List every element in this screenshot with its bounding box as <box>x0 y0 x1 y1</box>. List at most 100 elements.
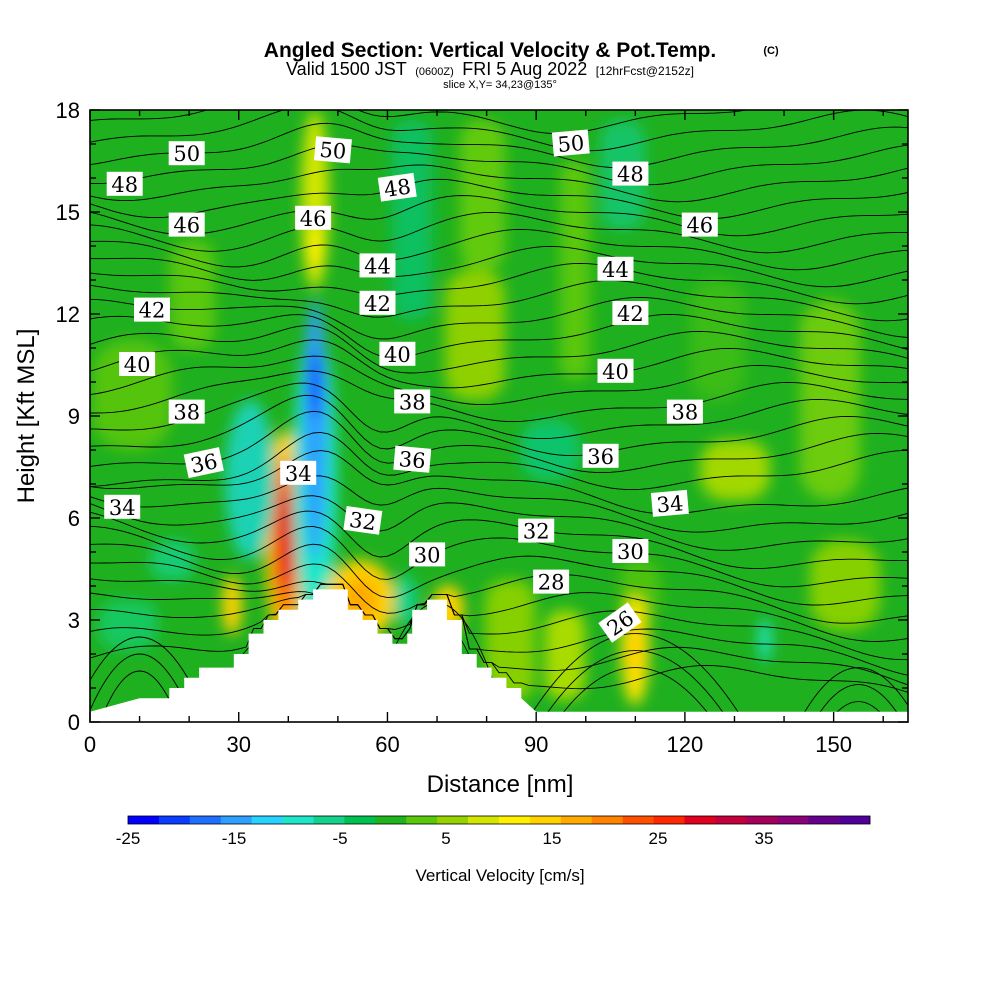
field-patch <box>393 575 417 625</box>
contour-label-text: 48 <box>111 173 138 197</box>
x-tick-label: 90 <box>524 732 548 757</box>
isentrope-lines <box>90 110 908 722</box>
colorbar-swatch <box>808 816 840 824</box>
field-patch <box>690 280 745 400</box>
isentrope-line <box>90 583 908 693</box>
contour-label-box <box>106 171 143 196</box>
contour-label-text: 50 <box>173 142 200 166</box>
isentrope-line <box>90 382 908 440</box>
isentrope-line <box>90 110 749 135</box>
terrain <box>90 589 908 722</box>
colorbar-swatch <box>715 816 747 824</box>
contour-label: 30 <box>409 542 446 567</box>
field-patch <box>225 400 275 560</box>
y-axis-label: Height [Kft MSL] <box>13 329 40 504</box>
y-tick-label: 15 <box>56 200 80 225</box>
contour-label-text: 40 <box>602 360 629 384</box>
contour-label-text: 38 <box>173 401 200 425</box>
contour-label-text: 34 <box>656 491 685 517</box>
contour-label: 38 <box>168 399 205 425</box>
colorbar-frame <box>127 815 871 825</box>
colorbar: -25 -15 -5 5 15 25 35 <box>116 815 871 848</box>
isentrope-line <box>90 431 908 491</box>
colorbar-tick-label: 25 <box>649 829 668 848</box>
contour-label-box <box>551 129 590 157</box>
downdraft-core <box>303 300 327 560</box>
contour-label: 38 <box>666 399 703 425</box>
isentrope-line <box>90 543 908 606</box>
y-tick-label: 12 <box>56 302 80 327</box>
isentrope-line <box>90 510 908 570</box>
colorbar-swatch <box>468 816 500 824</box>
isentrope-line <box>90 122 908 169</box>
contour-label: 36 <box>183 447 224 479</box>
updraft-core <box>277 485 293 595</box>
contour-label-text: 36 <box>587 445 614 469</box>
colorbar-swatch <box>684 816 716 824</box>
warm-core <box>627 620 643 680</box>
isentrope-line <box>90 110 908 152</box>
contour-label: 46 <box>681 212 718 238</box>
contour-label-text: 32 <box>348 508 378 535</box>
contour-label-box <box>612 161 649 186</box>
contour-label-text: 42 <box>139 299 166 323</box>
contour-label-text: 36 <box>398 447 427 473</box>
contour-label: 50 <box>314 136 352 164</box>
contour-label-text: 46 <box>173 214 200 238</box>
contour-label-text: 30 <box>414 543 441 567</box>
colorbar-label: Vertical Velocity [cm/s] <box>415 866 584 885</box>
contour-label-box <box>393 445 432 473</box>
field-patch <box>759 618 771 662</box>
contour-label-text: 38 <box>672 401 699 425</box>
contour-label-text: 42 <box>364 292 391 316</box>
isentrope-line <box>90 164 908 203</box>
contour-label-text: 44 <box>602 258 629 282</box>
contour-label: 34 <box>650 489 689 518</box>
contour-label-text: 50 <box>319 138 348 164</box>
contour-label-text: 50 <box>557 131 586 157</box>
contour-label-box <box>518 518 555 543</box>
contour-label: 32 <box>518 518 555 544</box>
contour-label: 34 <box>280 460 317 486</box>
isentrope-line <box>90 279 908 322</box>
colorbar-swatch <box>560 816 593 824</box>
contour-label-text: 48 <box>382 174 412 201</box>
isentrope-line <box>90 583 908 686</box>
contour-label-text: 44 <box>364 254 391 278</box>
isentrope-line <box>90 313 908 359</box>
field-patch <box>170 240 215 350</box>
colorbar-tick-label: -5 <box>332 829 347 848</box>
isentrope-dome <box>798 667 908 722</box>
contour-label-text: 40 <box>124 353 151 377</box>
isentrope-line <box>90 195 908 237</box>
field-patch <box>520 420 580 480</box>
contour-label-box <box>168 141 205 166</box>
contour-label-box <box>533 569 570 594</box>
isentrope-line <box>90 583 908 661</box>
colorbar-swatch <box>220 816 252 824</box>
contour-label: 46 <box>295 205 332 231</box>
colorbar-swatch <box>344 816 376 824</box>
contour-label-box <box>394 389 431 414</box>
contour-label-box <box>650 489 689 517</box>
colorbar-swatch <box>529 816 562 824</box>
isentrope-line <box>90 394 908 457</box>
chart-title-mark: (C) <box>763 45 779 57</box>
contour-label-box <box>183 447 224 479</box>
contour-label: 32 <box>343 506 383 535</box>
contour-label-box <box>343 506 383 535</box>
contour-label: 30 <box>612 539 649 564</box>
isentrope-line <box>90 245 908 288</box>
isentrope-line <box>90 583 908 676</box>
isentrope-line <box>90 355 908 406</box>
isentrope-line <box>90 325 908 374</box>
isentrope-line <box>90 561 908 624</box>
contour-label: 38 <box>394 389 431 414</box>
x-tick-label: 120 <box>667 732 704 757</box>
colorbar-tick-label: -15 <box>222 829 247 848</box>
contour-label-box <box>598 602 642 643</box>
contour-label-text: 48 <box>617 163 644 187</box>
plot-area: 50 50 50 48 48 48 46 46 46 44 44 42 42 42 40 40 40 38 38 38… <box>90 110 908 722</box>
colorbar-swatch <box>622 816 654 824</box>
